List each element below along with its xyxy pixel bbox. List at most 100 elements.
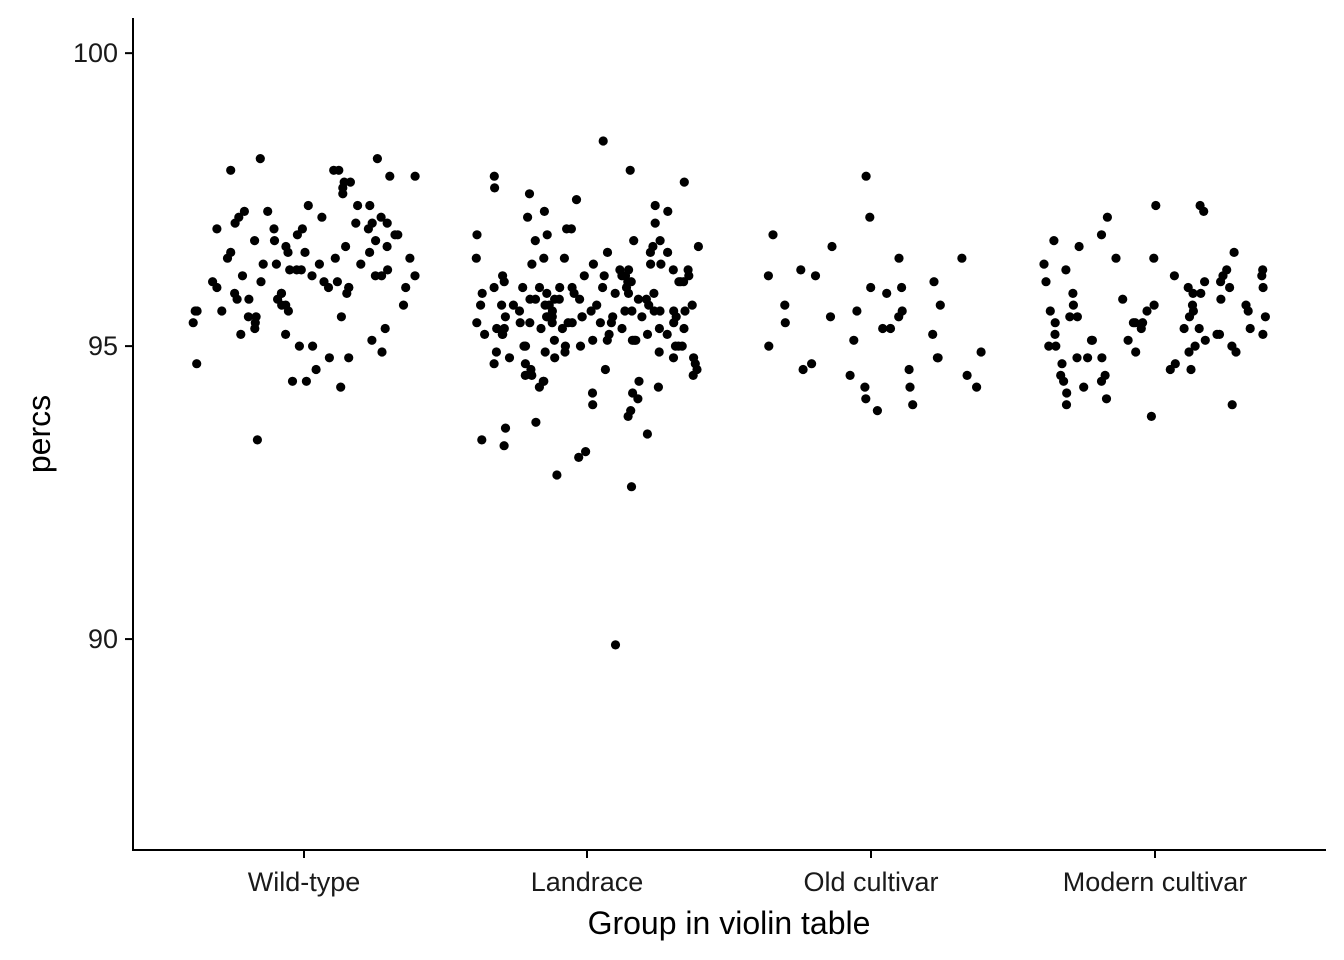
data-point bbox=[1146, 411, 1156, 421]
data-point bbox=[894, 253, 904, 263]
data-point bbox=[631, 335, 641, 345]
data-point bbox=[471, 253, 481, 263]
data-point bbox=[865, 212, 875, 222]
data-point bbox=[323, 282, 334, 293]
data-point bbox=[269, 224, 279, 234]
x-tick-label: Wild-type bbox=[248, 867, 361, 897]
data-point bbox=[592, 300, 602, 310]
data-point bbox=[1045, 306, 1055, 316]
data-point bbox=[860, 382, 870, 392]
data-point bbox=[1258, 329, 1268, 339]
data-point bbox=[1101, 394, 1112, 404]
data-point bbox=[1062, 388, 1072, 398]
data-point bbox=[763, 271, 774, 281]
data-point bbox=[673, 341, 684, 351]
data-point bbox=[872, 406, 883, 416]
data-point bbox=[600, 364, 611, 375]
data-point bbox=[382, 218, 392, 228]
data-point bbox=[627, 306, 637, 316]
data-point bbox=[372, 154, 382, 164]
data-point bbox=[625, 165, 635, 175]
data-point bbox=[634, 376, 644, 386]
data-point bbox=[542, 288, 552, 298]
data-point bbox=[329, 165, 339, 175]
data-point bbox=[1118, 294, 1128, 304]
data-point bbox=[383, 265, 393, 275]
axes bbox=[132, 18, 1326, 851]
data-point bbox=[498, 271, 508, 281]
data-point bbox=[287, 376, 298, 386]
data-point bbox=[490, 183, 500, 193]
x-tick-label: Old cultivar bbox=[803, 867, 938, 897]
x-tick-label: Modern cultivar bbox=[1063, 867, 1248, 897]
data-point bbox=[1149, 300, 1159, 310]
data-point bbox=[928, 329, 938, 339]
data-point bbox=[1184, 347, 1194, 357]
data-point bbox=[1050, 329, 1060, 339]
data-point bbox=[908, 400, 918, 410]
data-point bbox=[1225, 282, 1235, 293]
data-point bbox=[382, 241, 392, 252]
data-point bbox=[1196, 288, 1206, 298]
data-point bbox=[1059, 376, 1069, 386]
data-point bbox=[679, 177, 689, 187]
data-point bbox=[976, 347, 986, 357]
data-point bbox=[410, 271, 420, 281]
data-point bbox=[642, 429, 653, 439]
y-tick-label: 100 bbox=[73, 38, 118, 68]
data-point bbox=[250, 236, 260, 246]
data-point bbox=[256, 277, 266, 287]
data-point bbox=[929, 277, 939, 287]
data-point bbox=[283, 306, 293, 316]
data-point bbox=[1231, 347, 1241, 357]
data-point bbox=[243, 312, 253, 322]
data-point bbox=[1260, 312, 1270, 322]
data-point bbox=[489, 282, 499, 293]
data-point bbox=[1188, 288, 1198, 298]
x-ticks: Wild-type Landrace Old cultivar Modern cult… bbox=[248, 850, 1248, 897]
data-point bbox=[527, 259, 537, 269]
data-point bbox=[1200, 277, 1210, 287]
data-point bbox=[575, 294, 585, 304]
data-point bbox=[610, 640, 621, 650]
data-point bbox=[1200, 335, 1210, 345]
data-point bbox=[208, 277, 218, 287]
data-point bbox=[1050, 318, 1060, 328]
data-point bbox=[498, 329, 508, 339]
data-point bbox=[668, 353, 679, 363]
data-point bbox=[365, 200, 375, 211]
data-point bbox=[547, 312, 557, 322]
data-point bbox=[645, 247, 656, 257]
data-point bbox=[598, 136, 608, 146]
data-point bbox=[1061, 265, 1071, 275]
data-point bbox=[540, 300, 550, 310]
data-point bbox=[1149, 253, 1159, 263]
data-point bbox=[617, 323, 627, 334]
data-point bbox=[336, 382, 346, 392]
data-point bbox=[308, 341, 318, 351]
data-point bbox=[508, 300, 518, 310]
data-point bbox=[1041, 277, 1051, 287]
data-point bbox=[1257, 271, 1267, 281]
data-point bbox=[480, 329, 490, 339]
data-point bbox=[649, 306, 659, 316]
x-tick-label: Landrace bbox=[531, 867, 644, 897]
data-point bbox=[1165, 364, 1175, 375]
data-point bbox=[477, 435, 487, 445]
data-point bbox=[1065, 312, 1075, 322]
data-point bbox=[520, 341, 531, 351]
data-point bbox=[190, 306, 200, 316]
data-point bbox=[807, 359, 817, 369]
data-point bbox=[489, 359, 499, 369]
data-point bbox=[500, 423, 511, 433]
data-point bbox=[662, 329, 672, 339]
data-point bbox=[962, 370, 972, 380]
data-point bbox=[377, 347, 387, 357]
data-point bbox=[628, 388, 638, 398]
data-point bbox=[365, 247, 375, 257]
data-point bbox=[633, 294, 644, 304]
data-point bbox=[780, 300, 790, 310]
data-point bbox=[530, 236, 540, 246]
data-point bbox=[230, 288, 240, 298]
data-point bbox=[1044, 341, 1054, 351]
